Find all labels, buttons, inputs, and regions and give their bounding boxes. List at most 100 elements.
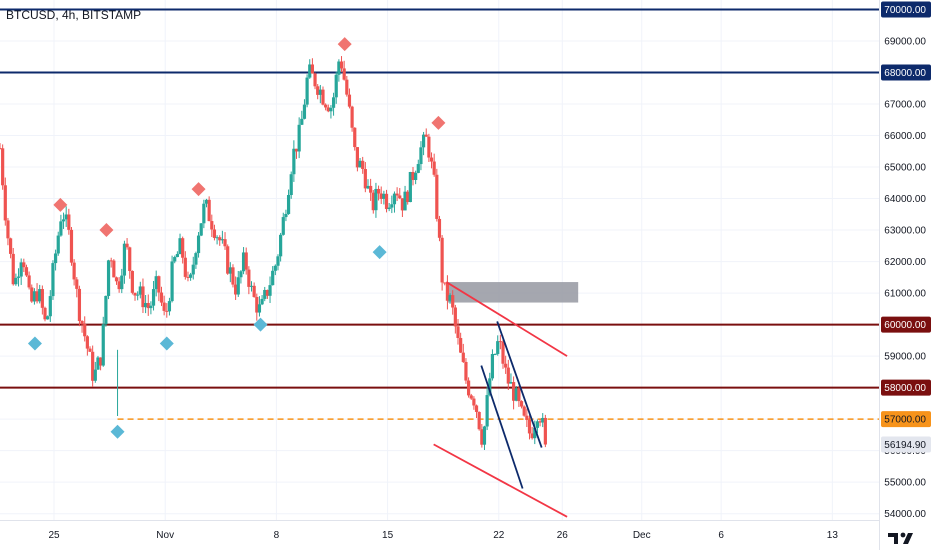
- candle-body: [146, 302, 150, 309]
- high-diamond-marker: [99, 223, 114, 238]
- price-tick-label: 55000.00: [884, 478, 926, 489]
- candle-body: [286, 194, 291, 214]
- candle-body: [292, 148, 296, 175]
- candle-body: [498, 341, 502, 343]
- candle-body: [80, 320, 84, 325]
- candle-body: [490, 354, 495, 379]
- candle-body: [61, 219, 66, 222]
- price-badge-label: 57000.00: [884, 415, 926, 426]
- chart-title: BTCUSD, 4h, BITSTAMP: [6, 8, 142, 22]
- low-diamond-marker: [159, 336, 174, 351]
- candle-body: [308, 64, 312, 78]
- candle-body: [175, 254, 179, 258]
- price-tick-label: 65000.00: [884, 163, 926, 174]
- candle-body: [202, 203, 206, 224]
- candle-body: [522, 406, 526, 416]
- candle-body: [305, 77, 309, 105]
- time-tick-label: 8: [274, 530, 280, 541]
- candle-body: [435, 174, 439, 219]
- candle-body: [83, 324, 87, 337]
- candle-body: [72, 262, 76, 280]
- candle-body: [429, 157, 434, 162]
- resistance-zone-layer: [447, 282, 579, 303]
- candle-body: [56, 235, 60, 254]
- candle-body: [69, 229, 74, 263]
- price-tick-label: 61000.00: [884, 289, 926, 300]
- candle-body: [228, 267, 232, 274]
- candle-body: [363, 168, 367, 189]
- candle-body: [350, 106, 354, 128]
- candle-body: [265, 289, 269, 296]
- candle-body: [234, 284, 238, 295]
- candle-body: [22, 262, 26, 268]
- candle-body: [16, 276, 21, 278]
- candle-body: [260, 298, 264, 305]
- candle-body: [477, 411, 481, 430]
- candle-body: [538, 421, 542, 423]
- time-tick-label: 6: [718, 530, 724, 541]
- candle-body: [35, 291, 39, 302]
- candle-body: [448, 295, 452, 301]
- candle-body: [191, 264, 195, 275]
- candle-body: [361, 160, 365, 169]
- candle-body: [485, 395, 489, 427]
- candle-body: [347, 94, 352, 107]
- candle-body: [506, 367, 510, 384]
- candle-body: [474, 405, 479, 412]
- candle-body: [331, 97, 336, 108]
- candle-body: [369, 185, 373, 193]
- candle-body: [117, 281, 121, 290]
- candle-body: [40, 289, 44, 308]
- time-axis[interactable]: 25 Nov 8 15 22 26 Dec 6 13: [48, 530, 838, 541]
- candle-body: [244, 252, 248, 270]
- candle-body: [226, 246, 230, 274]
- candle-body: [329, 107, 333, 112]
- candle-body: [136, 294, 140, 296]
- low-diamond-marker: [110, 424, 125, 439]
- candle-body: [165, 310, 169, 312]
- low-diamond-marker: [372, 245, 387, 260]
- candle-body: [525, 415, 529, 420]
- candle-body: [376, 188, 381, 194]
- time-tick-label: 26: [557, 530, 569, 541]
- time-tick-label: 15: [382, 530, 394, 541]
- high-diamond-marker: [53, 197, 68, 212]
- candle-body: [310, 64, 314, 74]
- candle-body: [93, 369, 97, 381]
- candle-body: [451, 295, 455, 308]
- candle-body: [85, 336, 89, 349]
- candle-body: [530, 433, 534, 439]
- candle-body: [46, 316, 50, 320]
- candle-body: [77, 288, 82, 321]
- candle-body: [157, 276, 161, 293]
- candle-body: [488, 378, 492, 396]
- candle-body: [517, 388, 521, 402]
- candle-body: [504, 363, 508, 368]
- price-badges: 70000.00 68000.00 60000.00 58000.00 57000.00…: [881, 1, 931, 453]
- candle-body: [223, 239, 227, 247]
- candle-body: [91, 351, 95, 381]
- candle-body: [194, 253, 198, 265]
- candle-body: [101, 324, 105, 366]
- candle-body: [297, 124, 301, 152]
- resistance-zone: [447, 282, 579, 303]
- candle-body: [183, 257, 187, 277]
- candle-body: [300, 118, 304, 125]
- candle-body: [456, 326, 460, 338]
- markers-layer: [27, 37, 446, 439]
- candle-body: [445, 282, 450, 301]
- candle-body: [154, 276, 158, 290]
- candle-body: [239, 271, 243, 278]
- price-badge-label: 60000.00: [884, 320, 926, 331]
- candle-body: [138, 286, 142, 295]
- trendline-navy: [480, 365, 524, 489]
- candle-body: [459, 337, 463, 353]
- candle-body: [421, 134, 426, 148]
- price-tick-label: 67000.00: [884, 100, 926, 111]
- time-tick-label: 25: [48, 530, 60, 541]
- candle-body: [122, 243, 127, 276]
- candle-body: [112, 260, 116, 278]
- price-tick-label: 59000.00: [884, 352, 926, 363]
- candle-body: [27, 275, 31, 288]
